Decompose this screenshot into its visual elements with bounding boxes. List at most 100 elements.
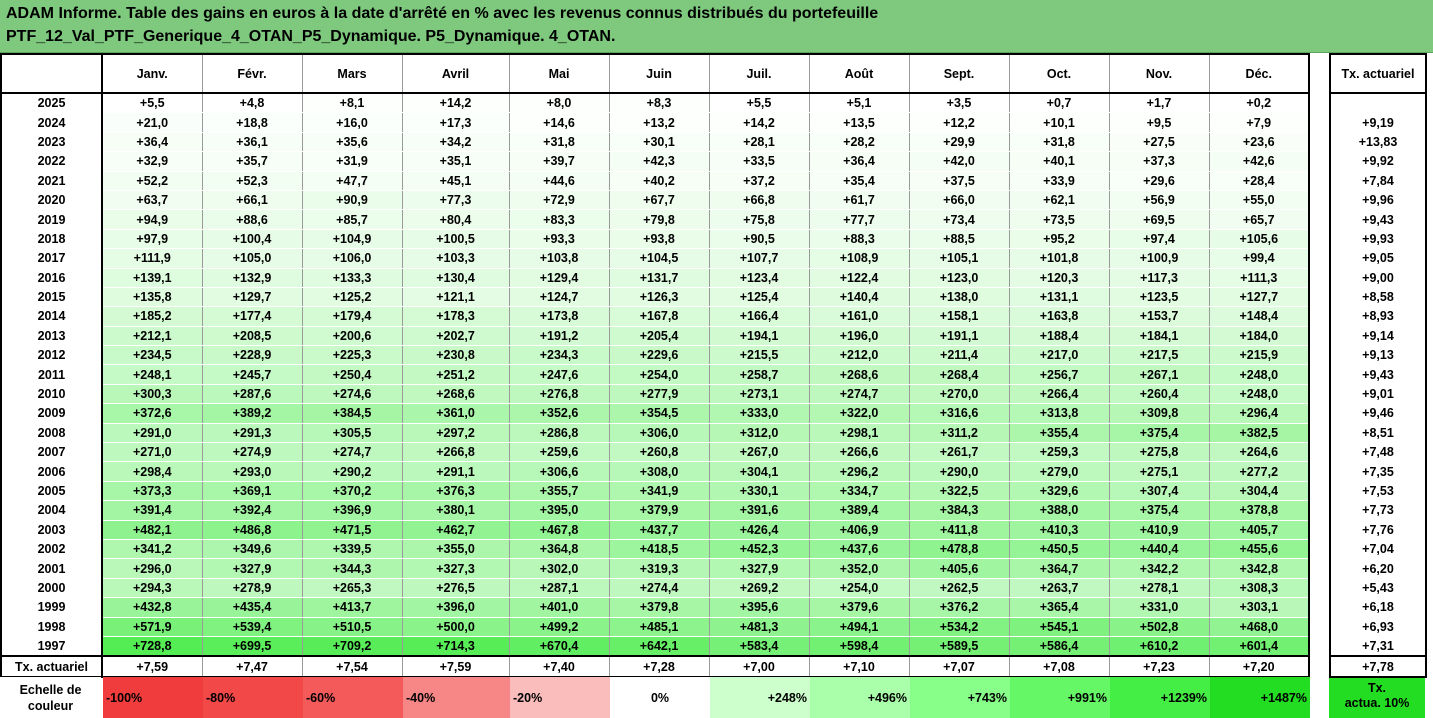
gain-cell: +364,7	[1008, 558, 1110, 579]
gain-cell: +714,3	[401, 636, 510, 658]
gain-cell: +327,9	[708, 558, 810, 579]
gain-cell: +117,3	[1108, 268, 1210, 288]
table-row: 1999 +432,8 +435,4 +413,7 +396,0 +401,0 +379,8…	[0, 597, 1310, 618]
gain-cell: +308,3	[1208, 578, 1310, 599]
color-scale-step: -80%	[203, 677, 303, 718]
gain-cell: +105,6	[1208, 229, 1310, 250]
gain-cell: +382,5	[1208, 423, 1310, 444]
gain-cell: +486,8	[201, 520, 303, 540]
month-header: Déc.	[1208, 54, 1310, 94]
gain-cell: +69,5	[1108, 209, 1210, 230]
gain-cell: +106,0	[301, 248, 403, 269]
year-actuarial-rate: +7,73	[1330, 500, 1426, 521]
year-label: 2020	[0, 190, 103, 211]
gain-cell: +88,5	[908, 229, 1010, 250]
gain-cell: +468,0	[1208, 617, 1310, 637]
gain-cell: +107,7	[708, 248, 810, 269]
gain-cell: +322,0	[808, 403, 910, 424]
actuarial-rate-row: Tx. actuariel +7,59 +7,47 +7,54 +7,59 +7,40 +7…	[0, 655, 1310, 678]
gain-cell: +177,4	[201, 306, 303, 327]
gain-cell: +132,9	[201, 268, 303, 288]
gain-cell: +111,9	[101, 248, 203, 269]
gain-cell: +77,3	[401, 190, 510, 211]
year-label: 1999	[0, 597, 103, 618]
gain-cell: +250,4	[301, 364, 403, 385]
gain-cell: +34,2	[401, 132, 510, 153]
year-label: 2012	[0, 345, 103, 366]
gain-cell: +297,2	[401, 423, 510, 444]
gain-cell: +278,1	[1108, 578, 1210, 599]
year-actuarial-rate: +9,43	[1330, 209, 1426, 230]
table-row: 2017 +111,9 +105,0 +106,0 +103,3 +103,8 +104,5…	[0, 248, 1310, 269]
gain-cell: +355,0	[401, 539, 510, 560]
table-row: 2020 +63,7 +66,1 +90,9 +77,3 +72,9 +67,7 +66,8 +…	[0, 190, 1310, 211]
color-scale-step: -40%	[403, 677, 510, 718]
gain-cell: +124,7	[508, 287, 610, 308]
gain-cell: +290,0	[908, 461, 1010, 482]
gain-cell: +125,2	[301, 287, 403, 308]
gain-cell: +8,3	[608, 93, 710, 114]
gain-cell: +52,3	[201, 171, 303, 191]
gain-cell: +287,6	[201, 384, 303, 405]
gain-cell: +384,5	[301, 403, 403, 424]
gain-cell: +296,4	[1208, 403, 1310, 424]
gain-cell: +215,9	[1208, 345, 1310, 366]
gain-cell: +279,0	[1008, 461, 1110, 482]
gain-cell: +452,3	[708, 539, 810, 560]
gain-cell: +331,0	[1108, 597, 1210, 618]
year-label: 2018	[0, 229, 103, 250]
gain-cell: +83,3	[508, 209, 610, 230]
gain-cell: +16,0	[301, 112, 403, 133]
table-row: 2021 +52,2 +52,3 +47,7 +45,1 +44,6 +40,2 +37,2 +…	[0, 171, 1310, 191]
gain-cell: +308,0	[608, 461, 710, 482]
gain-cell: +294,3	[101, 578, 203, 599]
gain-cell: +388,0	[1008, 500, 1110, 521]
gain-cell: +247,6	[508, 364, 610, 385]
gain-cell: +290,2	[301, 461, 403, 482]
gain-cell: +234,5	[101, 345, 203, 366]
year-label: 2013	[0, 326, 103, 347]
gain-cell: +97,9	[101, 229, 203, 250]
gain-cell: +100,5	[401, 229, 510, 250]
month-header: Nov.	[1108, 54, 1210, 94]
table-row: 2002 +341,2 +349,6 +339,5 +355,0 +364,8 +418,5…	[0, 539, 1310, 560]
gain-cell: +0,2	[1208, 93, 1310, 114]
year-label: 2006	[0, 461, 103, 482]
gain-cell: +108,9	[808, 248, 910, 269]
gain-cell: +571,9	[101, 617, 203, 637]
gain-cell: +370,2	[301, 481, 403, 502]
table-row: 2022 +32,9 +35,7 +31,9 +35,1 +39,7 +42,3 +33,5 +…	[0, 151, 1310, 172]
gain-cell: +42,6	[1208, 151, 1310, 172]
month-header: Août	[808, 54, 910, 94]
gain-cell: +379,8	[608, 597, 710, 618]
gain-cell: +13,5	[808, 112, 910, 133]
gain-cell: +37,5	[908, 171, 1010, 191]
gain-cell: +10,1	[1008, 112, 1110, 133]
color-scale-step: +743%	[910, 677, 1010, 718]
gain-cell: +123,4	[708, 268, 810, 288]
color-scale-step: -20%	[510, 677, 610, 718]
year-label: 2011	[0, 364, 103, 385]
gain-cell: +80,4	[401, 209, 510, 230]
gain-cell: +254,0	[808, 578, 910, 599]
gain-cell: +215,5	[708, 345, 810, 366]
gain-cell: +392,4	[201, 500, 303, 521]
gain-cell: +305,5	[301, 423, 403, 444]
gain-cell: +327,3	[401, 558, 510, 579]
side-header: Tx. actuariel	[1330, 54, 1426, 94]
gain-cell: +184,0	[1208, 326, 1310, 347]
gain-cell: +18,8	[201, 112, 303, 133]
gain-cell: +93,8	[608, 229, 710, 250]
year-label: 2004	[0, 500, 103, 521]
gain-cell: +364,8	[508, 539, 610, 560]
gain-cell: +259,6	[508, 442, 610, 463]
gain-cell: +274,7	[301, 442, 403, 463]
color-scale-actuarial-legend: Tx. actua. 10%	[1329, 678, 1425, 718]
gain-cell: +410,9	[1108, 520, 1210, 540]
gain-cell: +384,3	[908, 500, 1010, 521]
year-actuarial-rate: +7,48	[1330, 442, 1426, 463]
gain-cell: +229,6	[608, 345, 710, 366]
gain-cell: +396,0	[401, 597, 510, 618]
gain-cell: +133,3	[301, 268, 403, 288]
gain-cell: +39,7	[508, 151, 610, 172]
